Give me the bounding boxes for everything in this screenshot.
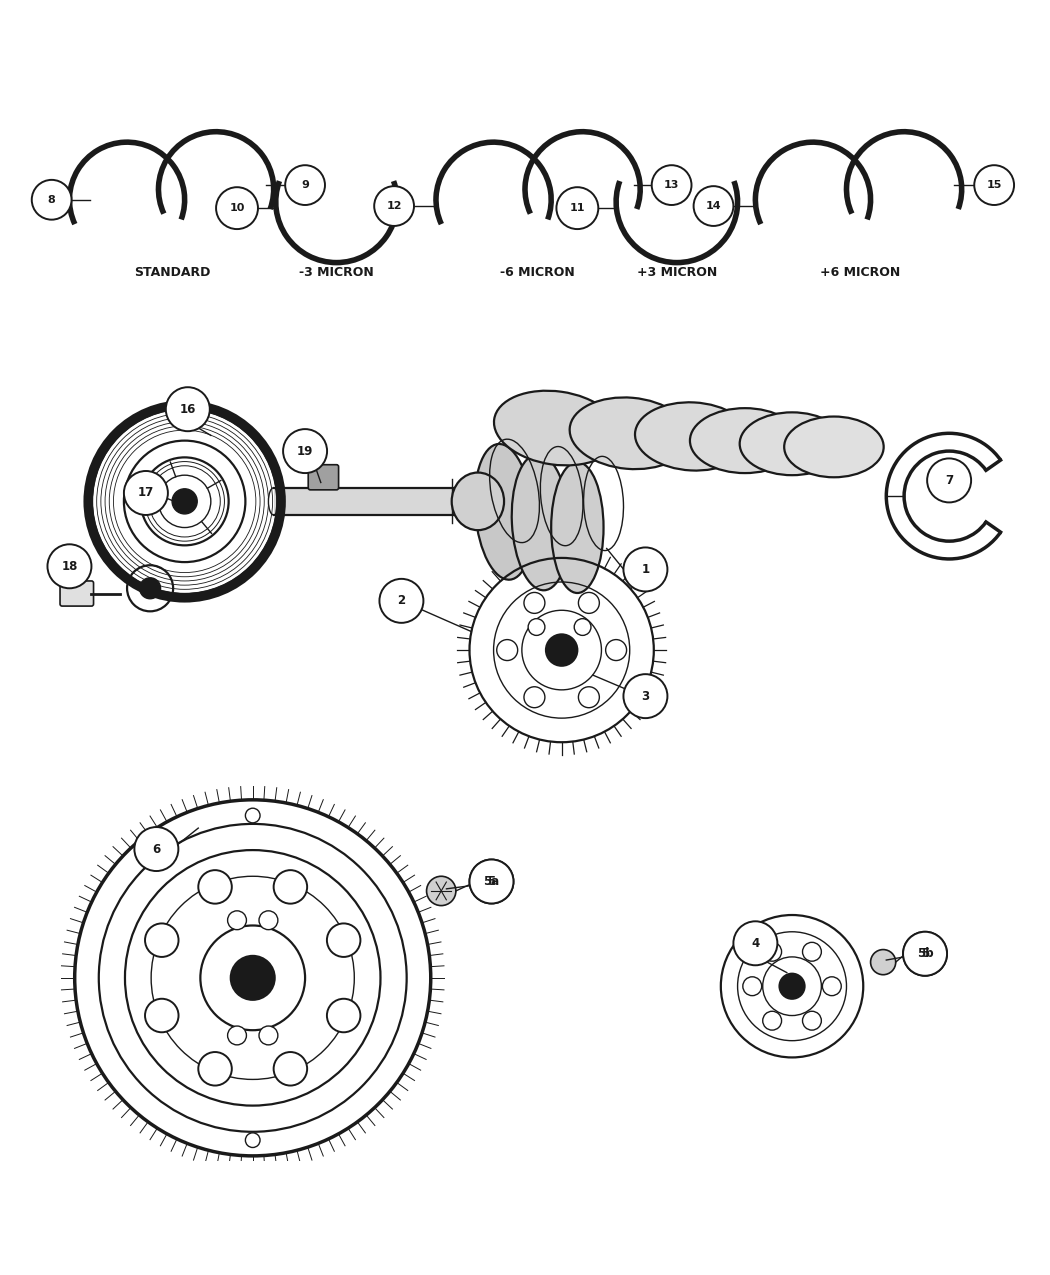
Circle shape [733, 922, 777, 965]
Circle shape [426, 876, 456, 905]
Text: +3 MICRON: +3 MICRON [636, 265, 717, 279]
Circle shape [259, 910, 278, 929]
Text: 11: 11 [569, 203, 585, 213]
Ellipse shape [511, 454, 570, 590]
Text: 19: 19 [297, 445, 313, 458]
Text: 9: 9 [301, 180, 309, 190]
Text: STANDARD: STANDARD [134, 265, 210, 279]
Circle shape [327, 923, 360, 958]
Circle shape [216, 187, 258, 230]
Circle shape [198, 1052, 232, 1085]
Text: 4: 4 [751, 937, 759, 950]
Circle shape [778, 973, 805, 1000]
Circle shape [624, 547, 668, 592]
Circle shape [246, 1132, 260, 1148]
Text: 2: 2 [397, 594, 405, 607]
Text: -3 MICRON: -3 MICRON [299, 265, 374, 279]
Circle shape [903, 932, 947, 975]
Circle shape [652, 166, 692, 205]
Circle shape [974, 166, 1014, 205]
Text: 14: 14 [706, 201, 721, 212]
Text: 13: 13 [664, 180, 679, 190]
Circle shape [134, 827, 178, 871]
Text: 5a: 5a [483, 875, 500, 887]
Circle shape [259, 1026, 278, 1045]
Circle shape [274, 1052, 308, 1085]
Circle shape [762, 942, 781, 961]
Circle shape [230, 955, 276, 1001]
Circle shape [166, 388, 210, 431]
Circle shape [469, 859, 513, 904]
Circle shape [579, 593, 600, 613]
Circle shape [145, 998, 178, 1033]
Ellipse shape [452, 473, 504, 530]
FancyBboxPatch shape [60, 581, 93, 606]
Text: 8: 8 [48, 195, 56, 205]
Circle shape [145, 923, 178, 958]
Circle shape [286, 166, 326, 205]
Ellipse shape [494, 390, 618, 465]
Circle shape [574, 618, 591, 635]
Circle shape [228, 910, 247, 929]
Text: 16: 16 [180, 403, 196, 416]
Text: 7: 7 [945, 474, 953, 487]
Circle shape [545, 634, 579, 667]
Text: 12: 12 [386, 201, 402, 212]
Circle shape [742, 977, 761, 996]
Text: 5b: 5b [917, 947, 933, 960]
Text: 3: 3 [642, 690, 650, 703]
Circle shape [556, 187, 598, 230]
Circle shape [606, 640, 627, 660]
Circle shape [274, 870, 308, 904]
Circle shape [624, 674, 668, 718]
Circle shape [327, 998, 360, 1033]
Circle shape [469, 859, 513, 904]
Circle shape [802, 942, 821, 961]
Text: 1: 1 [642, 564, 650, 576]
Circle shape [903, 932, 947, 975]
Circle shape [802, 1011, 821, 1030]
Circle shape [524, 593, 545, 613]
Circle shape [528, 618, 545, 635]
Ellipse shape [690, 408, 800, 473]
Circle shape [379, 579, 423, 623]
Circle shape [524, 687, 545, 708]
Ellipse shape [570, 398, 690, 469]
Circle shape [32, 180, 71, 219]
Ellipse shape [739, 412, 844, 476]
Ellipse shape [635, 403, 750, 470]
Text: 5: 5 [487, 875, 496, 887]
Text: 17: 17 [138, 487, 154, 500]
Ellipse shape [551, 462, 604, 593]
Text: 15: 15 [986, 180, 1002, 190]
Circle shape [140, 578, 161, 599]
Circle shape [172, 488, 197, 514]
Circle shape [284, 430, 328, 473]
FancyBboxPatch shape [309, 464, 338, 490]
Circle shape [497, 640, 518, 660]
Ellipse shape [784, 417, 884, 477]
Text: 18: 18 [61, 560, 78, 572]
Circle shape [374, 186, 414, 226]
Text: +6 MICRON: +6 MICRON [820, 265, 900, 279]
Circle shape [822, 977, 841, 996]
Circle shape [762, 1011, 781, 1030]
Circle shape [694, 186, 733, 226]
Text: 10: 10 [229, 203, 245, 213]
Circle shape [927, 459, 971, 502]
Ellipse shape [475, 444, 533, 580]
Text: -6 MICRON: -6 MICRON [500, 265, 575, 279]
Circle shape [198, 870, 232, 904]
Circle shape [579, 687, 600, 708]
Circle shape [228, 1026, 247, 1045]
Circle shape [870, 950, 896, 974]
Circle shape [124, 470, 168, 515]
Circle shape [246, 808, 260, 822]
Text: 6: 6 [152, 843, 161, 856]
Text: 5: 5 [921, 947, 929, 960]
Polygon shape [274, 488, 478, 515]
Circle shape [47, 544, 91, 588]
